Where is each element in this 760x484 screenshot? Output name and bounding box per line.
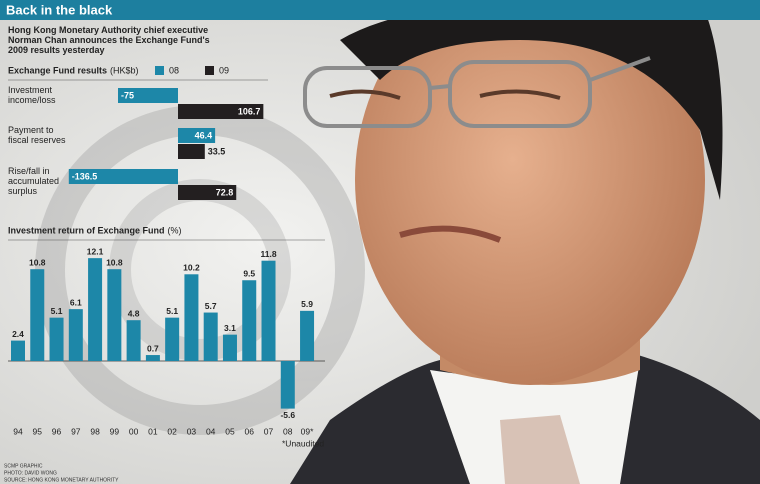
x-tick-label: 96 — [52, 426, 62, 436]
value-label: 0.7 — [147, 343, 159, 353]
caption: Hong Kong Monetary Authority chief execu… — [8, 25, 210, 55]
value-label: 5.1 — [166, 306, 178, 316]
x-tick-label: 97 — [71, 426, 81, 436]
credit: SCMP GRAPHIC — [4, 463, 43, 469]
value-label: 6.1 — [70, 297, 82, 307]
bar — [68, 309, 83, 361]
x-tick-label: 06 — [245, 426, 255, 436]
chart-unit: (%) — [168, 225, 182, 235]
header-bar — [0, 0, 760, 20]
legend-label: 09 — [219, 65, 229, 75]
value-label: 3.1 — [224, 323, 236, 333]
bar — [11, 340, 25, 361]
x-tick-label: 01 — [148, 426, 158, 436]
chart-unit: (HK$b) — [110, 65, 139, 75]
legend-label: 08 — [169, 65, 179, 75]
value-label: 9.5 — [243, 269, 255, 279]
x-tick-label: 03 — [187, 426, 197, 436]
chart-title: Investment return of Exchange Fund — [8, 225, 165, 235]
legend-swatch — [205, 66, 214, 75]
bar — [184, 274, 199, 361]
x-tick-label: 95 — [33, 426, 43, 436]
value-label: 72.8 — [216, 187, 234, 197]
bar — [300, 310, 315, 361]
value-label: -5.6 — [280, 410, 295, 420]
value-label: 10.8 — [106, 257, 123, 267]
value-label: 46.4 — [195, 130, 213, 140]
x-tick-label: 05 — [225, 426, 235, 436]
chart-title: Exchange Fund results — [8, 65, 107, 75]
x-tick-label: 98 — [90, 426, 100, 436]
x-tick-label: 02 — [167, 426, 177, 436]
bar — [242, 280, 257, 361]
value-label: 2.4 — [12, 329, 24, 339]
x-tick-label: 08 — [283, 426, 293, 436]
value-label: -136.5 — [72, 171, 98, 181]
credit: PHOTO: DAVID WONG — [4, 470, 57, 476]
bar — [88, 258, 103, 361]
bar — [49, 317, 64, 361]
note: *Unaudited — [282, 438, 324, 448]
value-label: 106.7 — [238, 106, 261, 116]
credit: SOURCE: HONG KONG MONETARY AUTHORITY — [4, 477, 119, 483]
value-label: -75 — [121, 90, 134, 100]
x-tick-label: 07 — [264, 426, 274, 436]
bar — [261, 260, 276, 361]
value-label: 5.7 — [205, 301, 217, 311]
bar — [178, 104, 264, 119]
bar — [68, 169, 178, 184]
bar — [178, 185, 237, 200]
legend-swatch — [155, 66, 164, 75]
value-label: 10.2 — [183, 263, 200, 273]
value-label: 4.8 — [128, 308, 140, 318]
bar — [280, 361, 295, 409]
bar — [107, 269, 122, 361]
value-label: 11.8 — [260, 249, 276, 259]
x-tick-label: 09* — [301, 426, 314, 436]
bar — [30, 269, 45, 361]
x-tick-label: 04 — [206, 426, 216, 436]
value-label: 10.8 — [29, 257, 46, 267]
x-tick-label: 00 — [129, 426, 139, 436]
category-label: Investment income/loss — [8, 85, 56, 105]
value-label: 12.1 — [87, 246, 104, 256]
category-label: Payment to fiscal reserves — [8, 125, 66, 145]
bar — [178, 144, 205, 159]
value-label: 33.5 — [208, 146, 226, 156]
bar — [145, 355, 160, 361]
bar — [126, 320, 141, 361]
value-label: 5.9 — [301, 299, 313, 309]
category-label: Rise/fall in accumulated surplus — [8, 166, 60, 196]
bar — [178, 128, 216, 143]
value-label: 5.1 — [51, 306, 63, 316]
photo-person — [290, 0, 760, 484]
bar — [165, 317, 180, 361]
x-tick-label: 99 — [110, 426, 120, 436]
x-tick-label: 94 — [13, 426, 23, 436]
bar — [203, 312, 218, 361]
bar — [222, 334, 237, 361]
bar — [118, 88, 178, 103]
header-title: Back in the black — [6, 2, 113, 17]
